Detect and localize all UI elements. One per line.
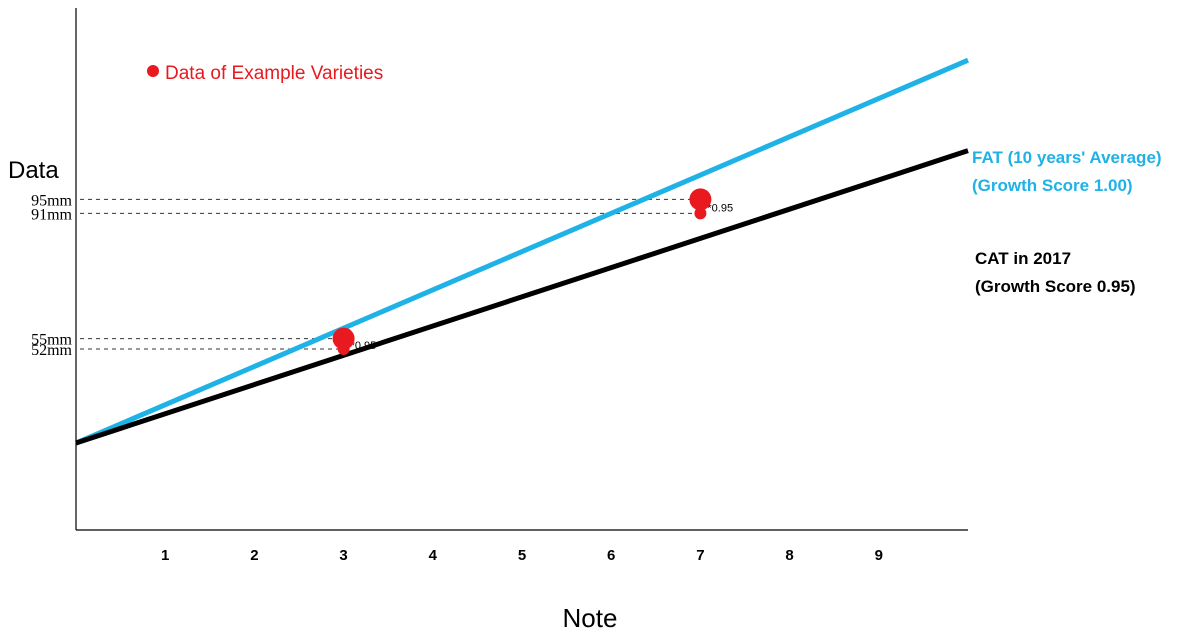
- annotation-label: *0.95: [707, 202, 733, 214]
- y-tick-label: 91mm: [31, 206, 72, 223]
- series-label-cat: CAT in 2017: [975, 249, 1071, 268]
- series-line-cat: [75, 148, 969, 446]
- data-point: [694, 207, 707, 220]
- x-axis-label: Note: [563, 603, 618, 633]
- data-point: [689, 188, 712, 211]
- legend-marker: [147, 65, 159, 77]
- x-tick-label: 8: [785, 547, 793, 564]
- y-axis-label: Data: [8, 157, 59, 184]
- y-tick-label: 55mm: [31, 332, 72, 349]
- series-sublabel-fat: (Growth Score 1.00): [972, 176, 1133, 195]
- series-line-fat: [75, 57, 969, 446]
- series-sublabel-cat: (Growth Score 0.95): [975, 277, 1136, 296]
- x-tick-label: 4: [429, 547, 438, 564]
- annotation-label: *0.95: [351, 340, 377, 352]
- x-tick-label: 5: [518, 547, 526, 564]
- x-tick-label: 3: [339, 547, 347, 564]
- legend-label: Data of Example Varieties: [165, 63, 383, 84]
- data-point: [337, 343, 350, 356]
- y-tick-label: 52mm: [31, 342, 72, 359]
- y-tick-label: 95mm: [31, 192, 72, 209]
- x-tick-label: 7: [696, 547, 704, 564]
- x-tick-label: 1: [161, 547, 169, 564]
- x-tick-label: 2: [250, 547, 258, 564]
- data-point: [332, 327, 355, 350]
- series-label-fat: FAT (10 years' Average): [972, 148, 1162, 167]
- x-tick-label: 9: [875, 547, 883, 564]
- x-tick-label: 6: [607, 547, 615, 564]
